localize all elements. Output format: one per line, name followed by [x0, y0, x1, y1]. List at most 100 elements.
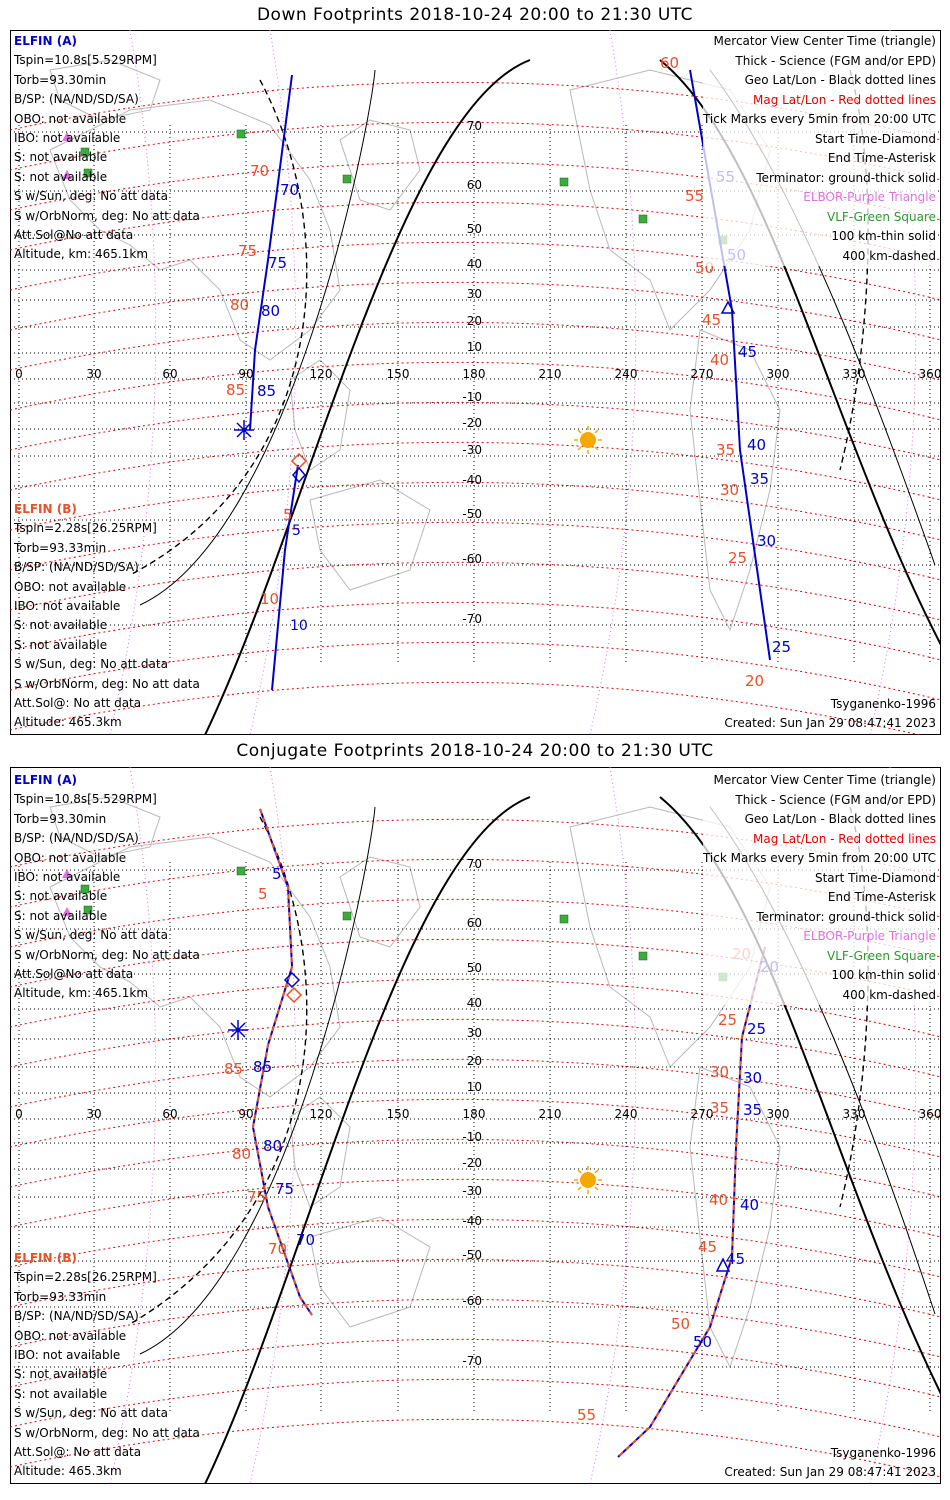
legend-item: 100 km-thin solid: [702, 227, 936, 247]
created-label-conjugate: Created: Sun Jan 29 08:47:41 2023: [724, 1465, 936, 1479]
mag-lon-gridline: [589, 30, 637, 735]
lat-tick-label: 40: [467, 257, 482, 271]
elfin-b-line: Tspin=2.28s[26.25RPM]: [14, 1270, 157, 1285]
mag-tick-label: 25: [718, 1011, 737, 1029]
legend-conjugate: Mercator View Center Time (triangle) Thi…: [702, 771, 936, 1005]
elfin-b-header: ELFIN (B): [14, 502, 77, 516]
elfin-a-line: Torb=93.30min: [14, 811, 107, 826]
legend-item: VLF-Green Square: [702, 207, 936, 227]
mag-lat-gridline: [10, 601, 941, 661]
legend-item: 400 km-dashed: [702, 246, 936, 266]
elfin-a-line: Tspin=10.8s[5.529RPM]: [14, 792, 157, 807]
elfin-b-line: S: not available: [14, 637, 108, 652]
mag-tick-label: 80: [230, 296, 249, 314]
elfin-a-tick-label: 25: [747, 1020, 766, 1038]
legend-item: VLF-Green Square: [702, 946, 936, 966]
elbor-station-triangle: [62, 869, 72, 878]
mag-lat-gridline: [10, 161, 941, 221]
elfin-b-line: S: not available: [14, 1386, 108, 1401]
elfin-a-line: OBO: not available: [14, 111, 127, 126]
terminator-400km-line: [129, 79, 308, 576]
vlf-station-square: [80, 884, 90, 894]
sun-ray: [594, 1169, 599, 1174]
lat-tick-label: -60: [462, 1294, 482, 1308]
elfin-a-line: S: not available: [14, 889, 108, 904]
elfin-a-line: Tspin=10.8s[5.529RPM]: [14, 53, 157, 68]
elfin-a-line: Altitude, km: 465.1km: [14, 986, 149, 1001]
terminator-400km-line: [839, 806, 869, 1208]
created-label-down: Created: Sun Jan 29 08:47:41 2023: [724, 716, 936, 730]
mag-lat-gridline: [10, 81, 941, 141]
mag-lat-gridline: [10, 1418, 941, 1478]
lon-tick-label: 300: [767, 1107, 790, 1121]
continent-outline: [49, 99, 341, 361]
lat-tick-label: 30: [467, 1026, 482, 1040]
elfin-a-tick-label: 45: [726, 1250, 745, 1268]
terminator-ground-line: [204, 796, 531, 1484]
mag-lat-gridline: [10, 818, 941, 878]
elbor-station-triangle: [62, 170, 72, 179]
mag-lat-gridline: [10, 521, 941, 581]
legend-item: Mercator View Center Time (triangle): [702, 32, 936, 52]
legend-item: Geo Lat/Lon - Black dotted lines: [702, 71, 936, 91]
center-time-triangle: [720, 300, 736, 314]
mag-lat-gridline: [10, 1178, 941, 1238]
lon-tick-label: 30: [86, 1107, 101, 1121]
lon-tick-label: 330: [843, 367, 866, 381]
lat-tick-label: 60: [467, 916, 482, 930]
mag-lat-gridline: [10, 561, 941, 621]
elfin-a-tick-label: 85: [253, 1058, 272, 1076]
mag-tick-label: 60: [660, 54, 679, 72]
lat-tick-label: 10: [467, 340, 482, 354]
lat-tick-label: -40: [462, 473, 482, 487]
center-time-triangle: [715, 1257, 731, 1272]
sun-icon: [580, 432, 596, 448]
sun-ray: [577, 1169, 582, 1174]
start-time-diamond: [283, 971, 301, 989]
elfin-a-line: IBO: not available: [14, 131, 121, 146]
elfin-a-tick-label: 75: [275, 1180, 294, 1198]
lat-tick-label: -70: [462, 1354, 482, 1368]
lat-tick-label: 70: [467, 857, 482, 871]
elfin-a-header: ELFIN (A): [14, 34, 77, 48]
elfin-a-tick-label: 45: [738, 343, 757, 361]
mag-lat-gridline: [10, 1138, 941, 1198]
lon-tick-label: 270: [691, 1107, 714, 1121]
mag-lat-gridline: [10, 401, 941, 461]
sun-ray: [577, 429, 582, 434]
mag-tick-label: 55: [685, 187, 704, 205]
elfin-b-line: S: not available: [14, 1367, 108, 1382]
elfin-b-line: Altitude: 465.3km: [14, 1464, 122, 1479]
elfin-a-tick-label: 35: [750, 470, 769, 488]
mag-lat-gridline: [10, 361, 941, 421]
legend-item: ELBOR-Purple Triangle: [702, 927, 936, 947]
mag-tick-label: 50: [671, 1315, 690, 1333]
elfin-b-header: ELFIN (B): [14, 1251, 77, 1265]
legend-item: Geo Lat/Lon - Black dotted lines: [702, 810, 936, 830]
elfin-b-line: S: not available: [14, 618, 108, 633]
mag-lat-gridline: [10, 858, 941, 918]
mag-lat-gridline: [10, 978, 941, 1038]
legend-item: Mercator View Center Time (triangle): [702, 771, 936, 791]
lat-tick-label: -50: [462, 1248, 482, 1262]
lat-tick-label: -30: [462, 1184, 482, 1198]
elfin-b-info-down: ELFIN (B) Tspin=2.28s[26.25RPM] Torb=93.…: [14, 500, 200, 733]
lon-tick-label: 60: [162, 1107, 177, 1121]
lat-tick-label: 40: [467, 996, 482, 1010]
elfin-a-info-down: ELFIN (A) Tspin=10.8s[5.529RPM] Torb=93.…: [14, 32, 200, 265]
lat-tick-label: -40: [462, 1214, 482, 1228]
lat-tick-label: 20: [467, 1054, 482, 1068]
mag-tick-label: 80: [232, 1145, 251, 1163]
lon-tick-label: 150: [387, 1107, 410, 1121]
mag-tick-label: 35: [710, 1099, 729, 1117]
mag-tick-label: 70: [268, 1240, 287, 1258]
lon-tick-label: 180: [463, 367, 486, 381]
elfin-b-line: Att.Sol@: No att data: [14, 1445, 142, 1460]
elfin-b-line: S w/OrbNorm, deg: No att data: [14, 676, 200, 691]
mag-tick-label: 25: [728, 549, 747, 567]
mag-lat-gridline: [10, 1338, 941, 1398]
elfin-b-info-conjugate: ELFIN (B) Tspin=2.28s[26.25RPM] Torb=93.…: [14, 1249, 200, 1482]
elfin-b-track: [251, 808, 313, 1316]
terminator-400km-line: [839, 69, 869, 471]
elfin-a-line: Att.Sol@No att data: [14, 967, 134, 982]
